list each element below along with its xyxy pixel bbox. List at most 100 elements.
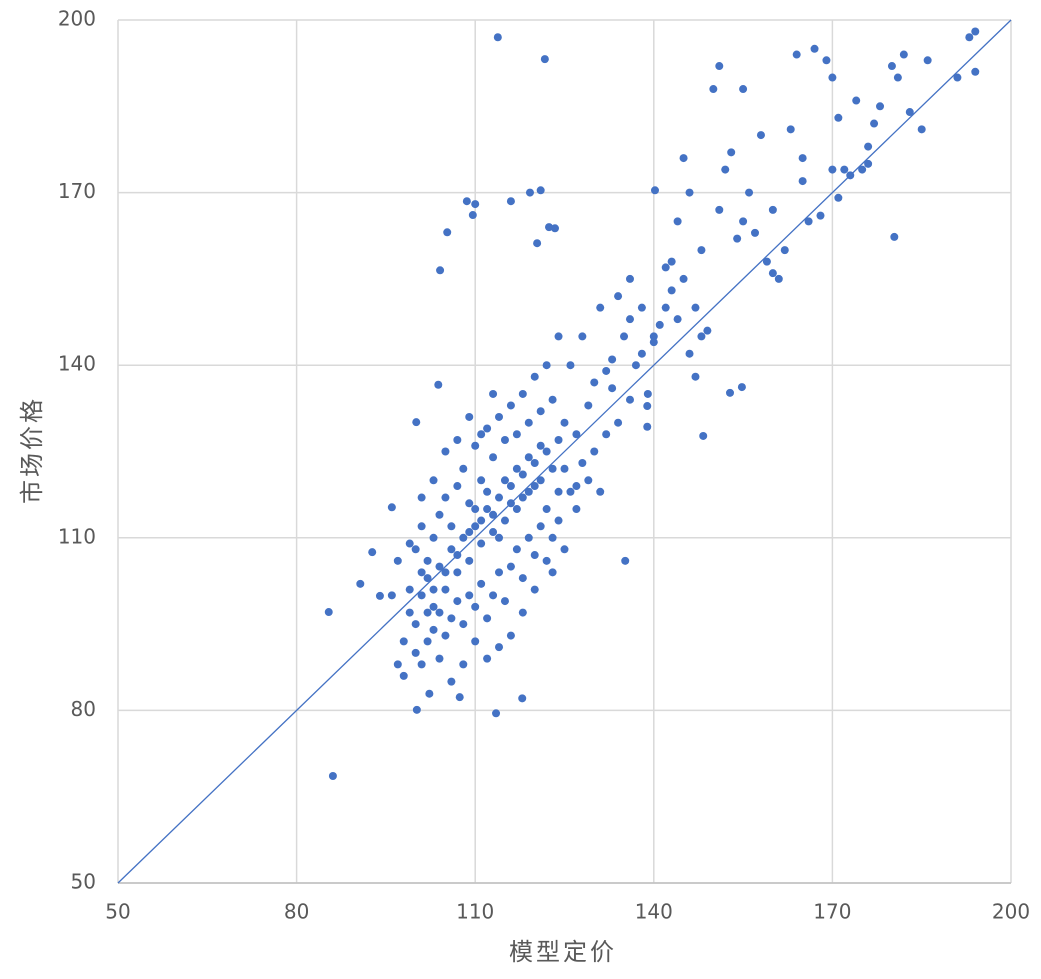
point <box>459 620 468 629</box>
point <box>447 522 456 531</box>
point <box>649 332 658 341</box>
point <box>459 533 468 542</box>
point <box>453 435 462 444</box>
point <box>500 435 509 444</box>
point <box>703 326 712 335</box>
point <box>560 418 569 427</box>
point <box>572 482 581 491</box>
point <box>737 383 746 392</box>
point <box>423 608 432 617</box>
point <box>661 303 670 312</box>
point <box>679 274 688 283</box>
point <box>471 200 480 209</box>
point <box>471 505 480 514</box>
point <box>745 188 754 197</box>
point <box>465 556 474 565</box>
point <box>798 177 807 186</box>
point <box>650 186 659 195</box>
point <box>518 493 527 502</box>
point <box>477 579 486 588</box>
point <box>971 27 980 36</box>
point <box>489 453 498 462</box>
point <box>524 418 533 427</box>
point <box>614 418 623 427</box>
point <box>709 85 718 94</box>
x-tick-label: 80 <box>284 900 309 924</box>
point <box>905 108 914 117</box>
point <box>518 389 527 398</box>
point <box>828 73 837 82</box>
point <box>602 430 611 439</box>
point <box>368 548 377 557</box>
point <box>691 372 700 381</box>
point <box>375 591 384 600</box>
point <box>858 165 867 174</box>
x-tick-label: 200 <box>992 900 1030 924</box>
point <box>726 388 735 397</box>
point <box>399 637 408 646</box>
point <box>572 430 581 439</box>
point <box>542 447 551 456</box>
point <box>554 516 563 525</box>
point <box>673 217 682 226</box>
point <box>453 482 462 491</box>
point <box>572 505 581 514</box>
point <box>893 73 902 82</box>
point <box>852 96 861 105</box>
point <box>804 217 813 226</box>
point <box>530 372 539 381</box>
y-tick-label: 170 <box>58 179 96 203</box>
point <box>590 447 599 456</box>
point <box>518 470 527 479</box>
point <box>661 263 670 272</box>
point <box>518 694 527 703</box>
x-tick-label: 50 <box>105 900 130 924</box>
point <box>560 545 569 554</box>
point <box>518 608 527 617</box>
point <box>525 188 534 197</box>
point <box>435 510 444 519</box>
point <box>455 693 464 702</box>
point <box>621 556 630 565</box>
point <box>768 205 777 214</box>
point <box>667 257 676 266</box>
point <box>328 771 337 780</box>
point <box>436 266 445 275</box>
point <box>608 384 617 393</box>
point <box>512 430 521 439</box>
point <box>492 709 501 718</box>
x-axis-title: 模型定价 <box>509 938 617 966</box>
point <box>762 257 771 266</box>
point <box>405 539 414 548</box>
point <box>548 395 557 404</box>
point <box>596 487 605 496</box>
point <box>798 154 807 163</box>
point <box>483 654 492 663</box>
point <box>512 505 521 514</box>
point <box>489 591 498 600</box>
point <box>477 430 486 439</box>
point <box>739 217 748 226</box>
point <box>495 533 504 542</box>
point <box>441 447 450 456</box>
point <box>673 315 682 324</box>
point <box>655 320 664 329</box>
point <box>590 378 599 387</box>
point <box>584 476 593 485</box>
point <box>387 591 396 600</box>
point <box>637 303 646 312</box>
point <box>435 654 444 663</box>
point <box>483 614 492 623</box>
point <box>512 545 521 554</box>
point <box>550 224 559 233</box>
point <box>447 614 456 623</box>
point <box>828 165 837 174</box>
point <box>417 568 426 577</box>
point <box>411 545 420 554</box>
point <box>393 660 402 669</box>
point <box>518 574 527 583</box>
point <box>493 33 502 42</box>
point <box>506 562 515 571</box>
point <box>834 113 843 122</box>
